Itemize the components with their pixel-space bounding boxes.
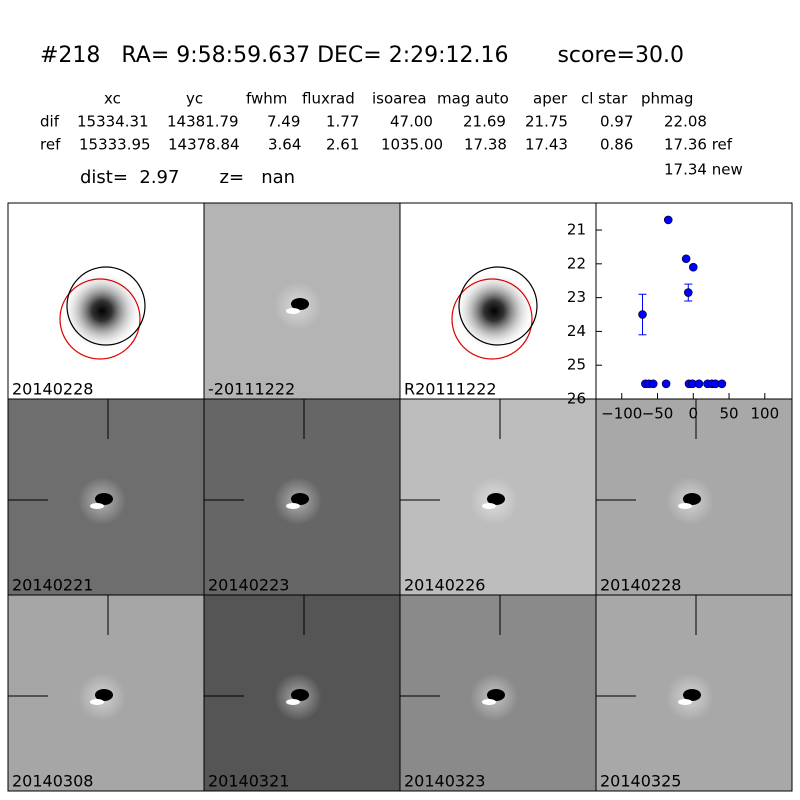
table-cell: 47.00 xyxy=(390,113,433,131)
stamp-label: R20111222 xyxy=(404,380,497,399)
x-tick-label: −50 xyxy=(642,405,674,423)
residual-light xyxy=(678,699,692,705)
source xyxy=(62,271,142,351)
title: #218 RA= 9:58:59.637 DEC= 2:29:12.16 sco… xyxy=(40,43,684,68)
y-tick-label: 25 xyxy=(567,356,586,374)
table-cell: 17.38 xyxy=(464,136,507,154)
aperture xyxy=(59,278,141,360)
column-header: cl star xyxy=(581,90,628,108)
point xyxy=(663,215,673,225)
table-cell: 3.64 xyxy=(268,136,301,154)
residual-dark xyxy=(487,493,505,505)
stamp-label: 20140228 xyxy=(600,576,681,595)
y-tick-label: 21 xyxy=(567,221,586,239)
stamp-label: 20140228 xyxy=(12,380,93,399)
x-tick-label: 50 xyxy=(720,405,739,423)
column-header: fluxrad xyxy=(302,90,355,108)
table-cell: 14381.79 xyxy=(167,113,239,131)
residual-light xyxy=(678,503,692,509)
source xyxy=(454,271,534,351)
table-cell: 0.97 xyxy=(600,113,633,131)
aperture xyxy=(66,266,146,346)
residual-light xyxy=(90,699,104,705)
table-cell: 7.49 xyxy=(267,113,300,131)
dist: dist= 2.97 z= nan xyxy=(80,167,295,188)
residual-dark xyxy=(683,493,701,505)
point xyxy=(688,262,698,272)
residual-dark xyxy=(95,689,113,701)
point xyxy=(661,379,671,389)
point xyxy=(683,288,693,297)
residual-dark xyxy=(95,493,113,505)
table-cell: 1035.00 xyxy=(381,136,443,154)
stamp-label: 20140323 xyxy=(404,772,485,791)
column-header: mag auto xyxy=(437,90,509,108)
y-tick-label: 23 xyxy=(567,288,586,306)
table-cell: 15333.95 xyxy=(79,136,151,154)
column-header: xc xyxy=(104,90,121,108)
plot-area xyxy=(596,203,792,399)
table-cell: 2.61 xyxy=(326,136,359,154)
residual-light xyxy=(90,503,104,509)
residual-light xyxy=(482,699,496,705)
table-cell: dif xyxy=(40,113,60,131)
residual-light xyxy=(286,699,300,705)
table-cell: 1.77 xyxy=(326,113,359,131)
column-header: yc xyxy=(186,90,203,108)
residual-dark xyxy=(487,689,505,701)
residual-dark xyxy=(291,689,309,701)
x-tick-label: 100 xyxy=(750,405,779,423)
column-header: phmag xyxy=(641,90,693,108)
residual-dark xyxy=(683,689,701,701)
residual-light xyxy=(482,503,496,509)
stamp-label: 20140321 xyxy=(208,772,289,791)
x-tick-label: −100 xyxy=(601,405,642,423)
table-cell: 0.86 xyxy=(600,136,633,154)
point xyxy=(638,310,647,319)
stamp-label: 20140223 xyxy=(208,576,289,595)
table-cell: 21.69 xyxy=(463,113,506,131)
residual-light xyxy=(286,503,300,509)
table-cell: 21.75 xyxy=(525,113,568,131)
residual-dark xyxy=(291,493,309,505)
table-cell: 17.43 xyxy=(525,136,568,154)
table-cell: 17.36 ref xyxy=(664,136,733,154)
residual-light xyxy=(286,308,300,314)
point xyxy=(681,254,691,264)
column-header: aper xyxy=(533,90,568,108)
stamp-label: -20111222 xyxy=(208,380,295,399)
column-header: isoarea xyxy=(372,90,427,108)
y-tick-label: 26 xyxy=(567,390,586,408)
y-tick-label: 24 xyxy=(567,322,586,340)
point xyxy=(648,379,658,389)
stamp-label: 20140221 xyxy=(12,576,93,595)
point xyxy=(717,379,727,389)
table-cell: 14378.84 xyxy=(168,136,240,154)
x-tick-label: 0 xyxy=(689,405,699,423)
extra: 17.34 new xyxy=(664,161,743,179)
aperture xyxy=(458,266,538,346)
stamp-label: 20140325 xyxy=(600,772,681,791)
column-header: fwhm xyxy=(246,90,287,108)
table-cell: ref xyxy=(40,136,61,154)
stamp-label: 20140226 xyxy=(404,576,485,595)
residual-dark xyxy=(291,298,309,310)
aperture xyxy=(451,278,533,360)
table-cell: 22.08 xyxy=(664,113,707,131)
table-cell: 15334.31 xyxy=(77,113,149,131)
point xyxy=(694,379,704,389)
plot-frame xyxy=(595,202,793,400)
stamp-label: 20140308 xyxy=(12,772,93,791)
y-tick-label: 22 xyxy=(567,254,586,272)
